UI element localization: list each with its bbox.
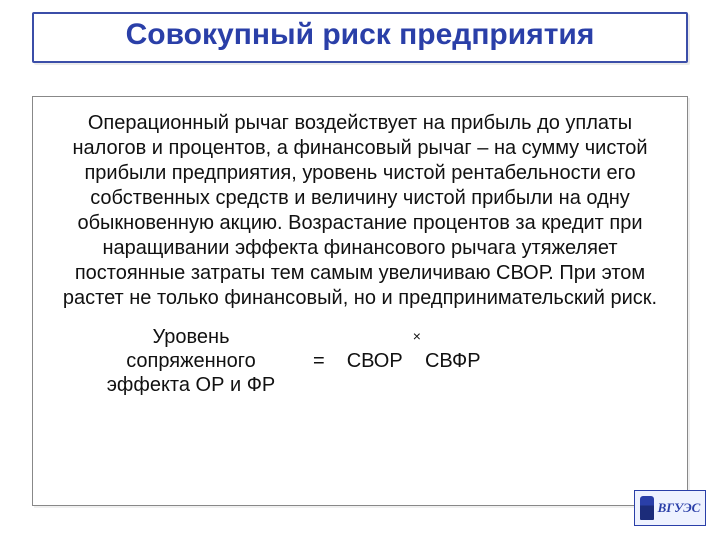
formula: Уровень сопряженного эффекта ОР и ФР = ×… [51, 325, 669, 397]
slide: Совокупный риск предприятия Операционный… [0, 0, 720, 540]
formula-rhs: × СВОР СВФР [347, 350, 481, 373]
logo: ВГУЭС [634, 490, 706, 526]
formula-lhs-line2: сопряженного [91, 349, 291, 373]
title-box: Совокупный риск предприятия [32, 12, 688, 63]
slide-title: Совокупный риск предприятия [40, 18, 680, 51]
formula-lhs-line1: Уровень [91, 325, 291, 349]
logo-inner: ВГУЭС [640, 496, 701, 520]
body-box: Операционный рычаг воздействует на прибы… [32, 96, 688, 506]
formula-rhs-right: СВФР [425, 350, 481, 372]
body-paragraph: Операционный рычаг воздействует на прибы… [51, 111, 669, 311]
formula-equals: = [291, 350, 347, 373]
formula-lhs: Уровень сопряженного эффекта ОР и ФР [91, 325, 291, 397]
formula-lhs-line3: эффекта ОР и ФР [91, 373, 291, 397]
multiply-icon: × [413, 328, 421, 344]
logo-figure-icon [640, 496, 654, 520]
logo-text: ВГУЭС [658, 500, 701, 516]
formula-rhs-left: СВОР [347, 350, 403, 372]
